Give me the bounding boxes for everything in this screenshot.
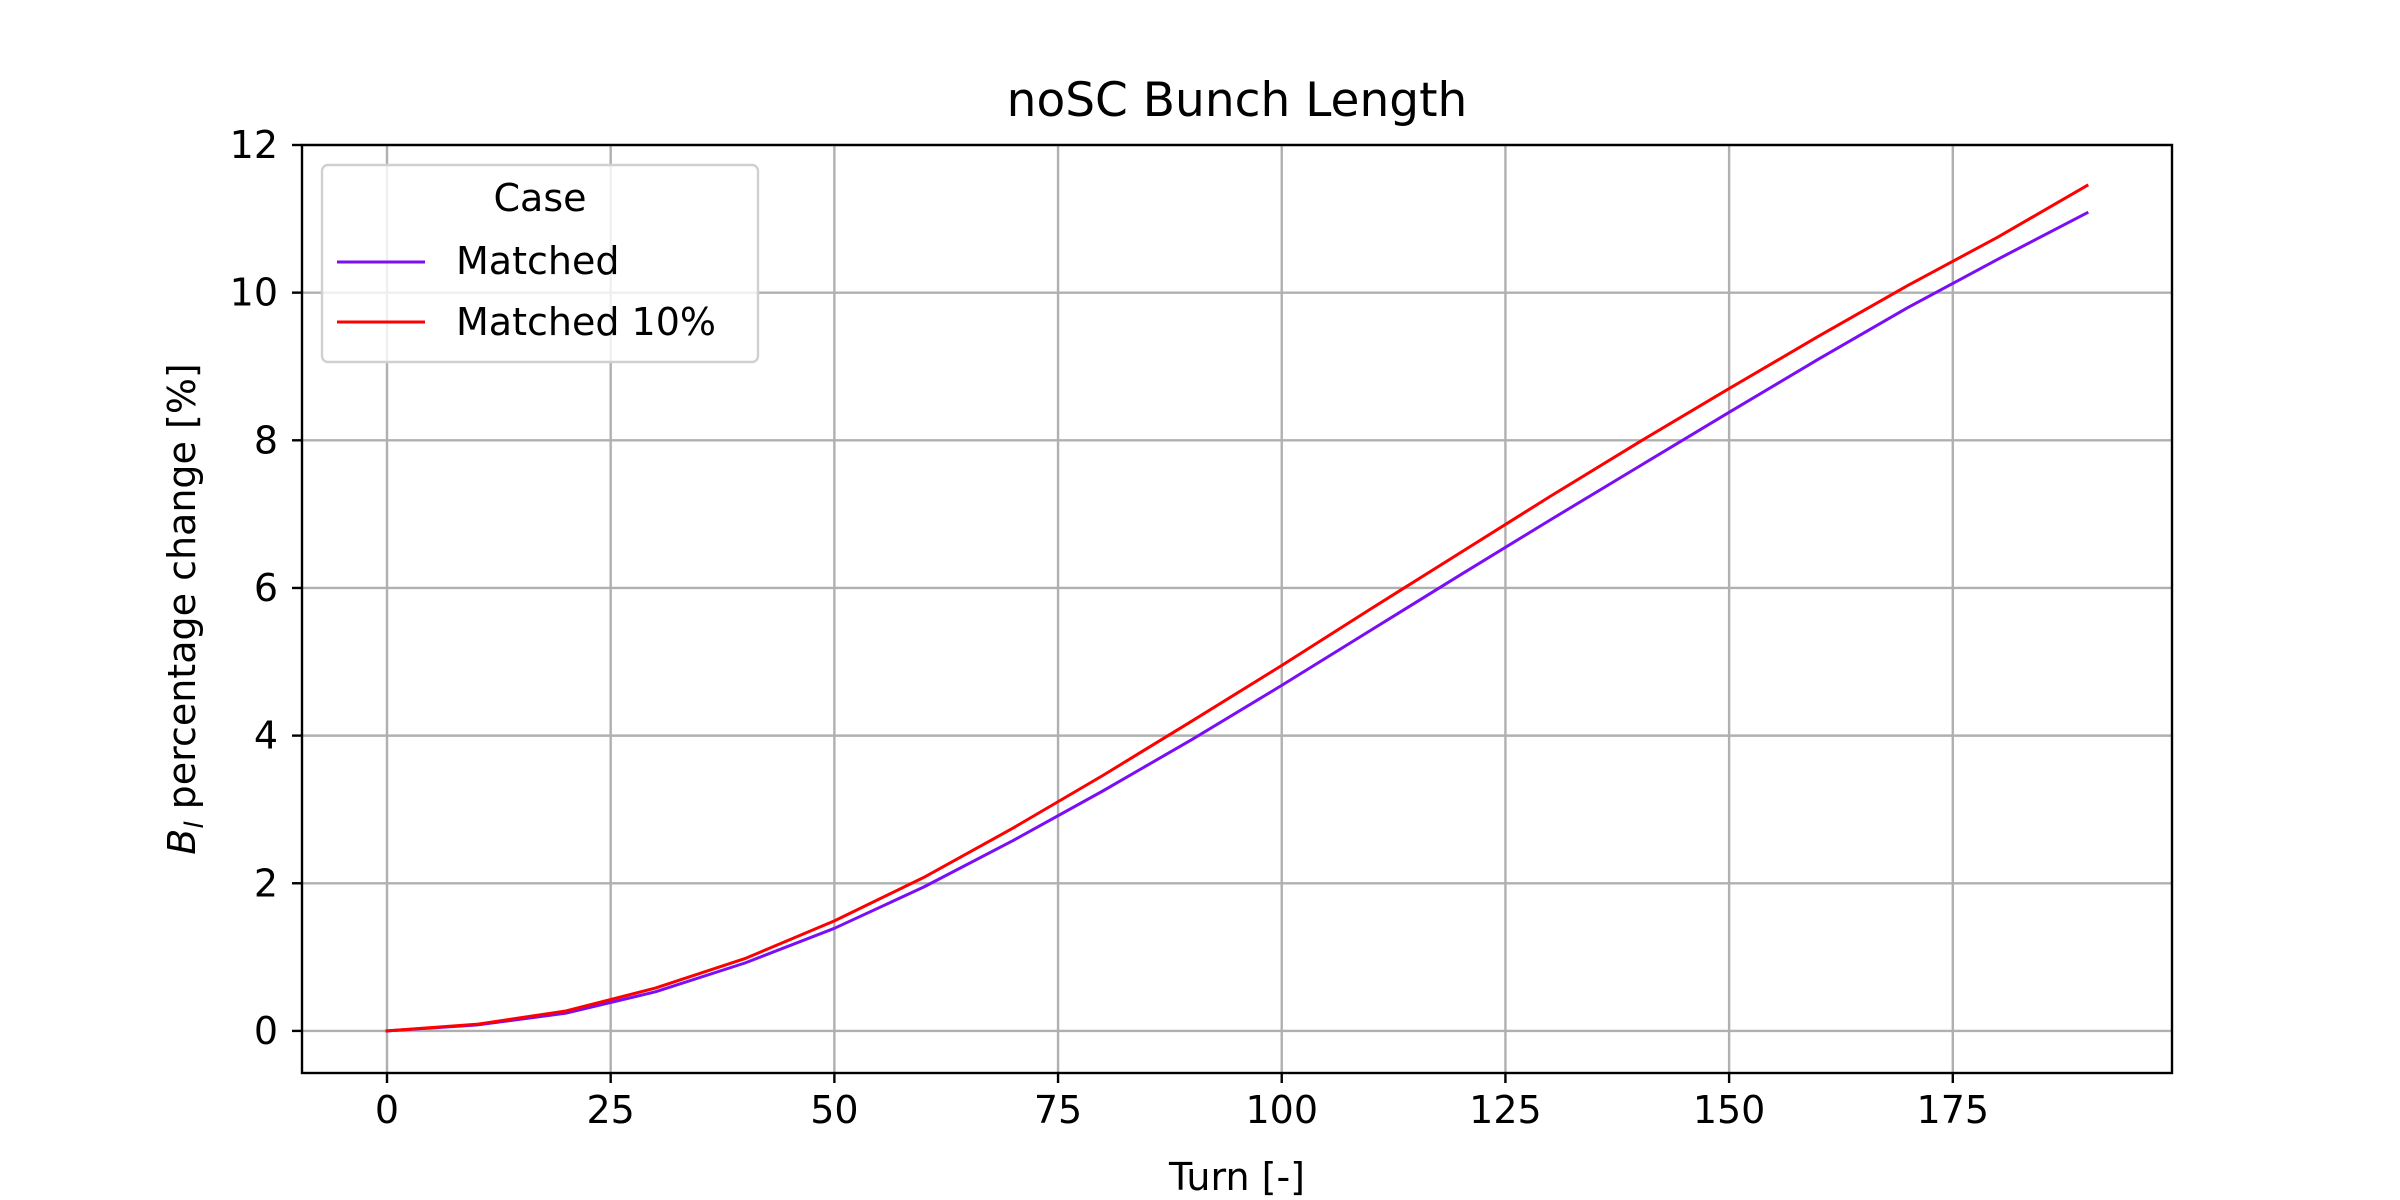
legend-label-matched: Matched [456,239,619,283]
y-axis-label-text: percentage change [%] [160,363,204,821]
x-tick-label: 150 [1693,1088,1766,1132]
y-tick-label: 8 [254,418,278,462]
x-tick-label: 100 [1245,1088,1318,1132]
chart-title: noSC Bunch Length [1007,73,1468,128]
y-tick-label: 0 [254,1009,278,1053]
y-tick-label: 2 [254,861,278,905]
series-line-matched [385,210,2090,1033]
plot-frame [300,143,2174,1075]
legend-label-matched-10: Matched 10% [456,300,716,344]
y-axis-label-symbol: B [160,829,204,855]
y-tick-label: 12 [230,123,278,167]
x-tick-label: 175 [1917,1088,1990,1132]
y-axis-label-subscript: l [180,821,210,829]
y-axis-ticks: 0 2 4 6 8 10 12 [230,123,302,1053]
series-line-matched-10 [385,183,2090,1033]
x-tick-label: 125 [1469,1088,1542,1132]
y-axis-label: Bl percentage change [%] [160,363,210,854]
x-tick-label: 25 [587,1088,635,1132]
y-tick-label: 10 [230,271,278,315]
x-axis-ticks: 0 25 50 75 100 125 150 175 [375,1073,1989,1132]
legend: Case Matched Matched 10% [320,163,760,364]
legend-box [320,163,760,364]
series-lines [385,183,2090,1033]
y-tick-label: 6 [254,566,278,610]
x-tick-label: 0 [375,1088,399,1132]
legend-title: Case [494,176,587,220]
x-tick-label: 75 [1034,1088,1082,1132]
x-axis-label: Turn [-] [1168,1155,1305,1199]
x-tick-label: 50 [810,1088,858,1132]
y-tick-label: 4 [254,714,278,758]
